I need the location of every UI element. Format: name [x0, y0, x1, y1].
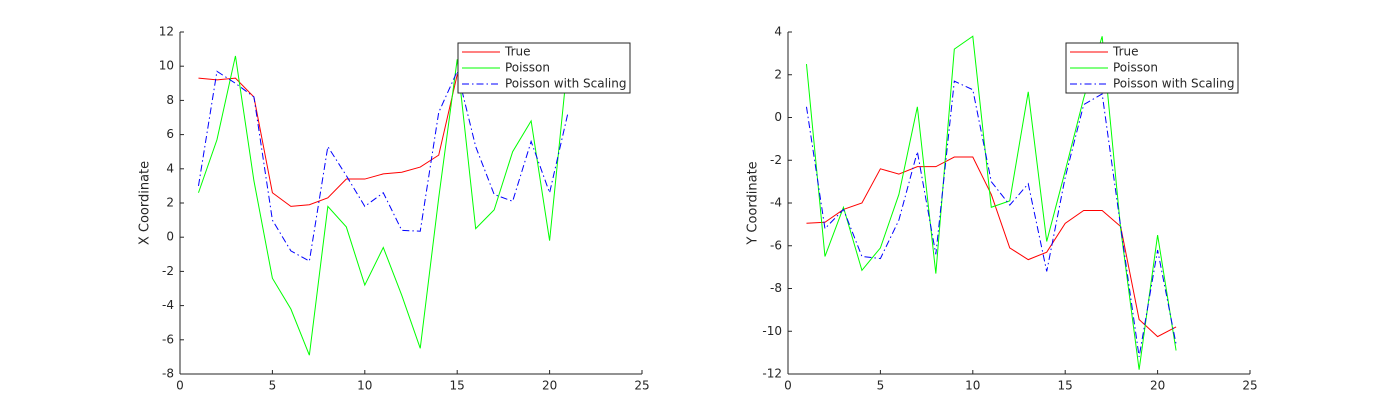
legend-label: True — [1112, 45, 1139, 59]
series-line — [805, 35, 1177, 370]
y-tick-label: 0 — [166, 230, 174, 244]
y-tick-label: -4 — [770, 196, 782, 210]
legend-label: Poisson — [505, 61, 550, 75]
x-tick-label: 5 — [877, 379, 885, 393]
x-tick-label: 20 — [542, 379, 557, 393]
y-tick-label: -2 — [770, 153, 782, 167]
y-axis-label: Y Coordinate — [746, 161, 761, 245]
legend-label: True — [504, 45, 531, 59]
x-tick-label: 15 — [450, 379, 465, 393]
legend-label: Poisson — [1113, 61, 1158, 75]
y-tick-label: -12 — [762, 367, 782, 381]
x-tick-label: 20 — [1150, 379, 1165, 393]
y-tick-label: -2 — [162, 264, 174, 278]
x-tick-label: 25 — [1242, 379, 1257, 393]
y-tick-label: -8 — [770, 281, 782, 295]
y-tick-label: 4 — [774, 25, 782, 39]
y-tick-label: 0 — [774, 110, 782, 124]
y-axis-label: X Coordinate — [138, 161, 153, 245]
y-tick-label: -4 — [162, 298, 174, 312]
y-tick-label: 4 — [166, 161, 174, 175]
y-tick-label: 8 — [166, 93, 174, 107]
x-tick-label: 15 — [1058, 379, 1073, 393]
series-line — [198, 55, 569, 356]
y-tick-label: 2 — [774, 67, 782, 81]
y-tick-label: -6 — [162, 332, 174, 346]
y-tick-label: 12 — [159, 25, 174, 39]
x-tick-label: 10 — [965, 379, 980, 393]
y-tick-label: 6 — [166, 127, 174, 141]
series-line — [806, 156, 1177, 338]
y-tick-label: -10 — [762, 324, 782, 338]
series-line — [197, 69, 569, 262]
x-tick-label: 10 — [357, 379, 372, 393]
x-tick-label: 25 — [634, 379, 649, 393]
legend-label: Poisson with Scaling — [1113, 77, 1234, 91]
series-line — [805, 80, 1177, 357]
x-tick-label: 0 — [784, 379, 792, 393]
y-tick-label: -6 — [770, 238, 782, 252]
y-tick-label: 10 — [159, 59, 174, 73]
x-tick-label: 5 — [269, 379, 277, 393]
y-tick-label: -8 — [162, 367, 174, 381]
legend-label: Poisson with Scaling — [505, 77, 626, 91]
x-tick-label: 0 — [176, 379, 184, 393]
y-tick-label: 2 — [166, 196, 174, 210]
